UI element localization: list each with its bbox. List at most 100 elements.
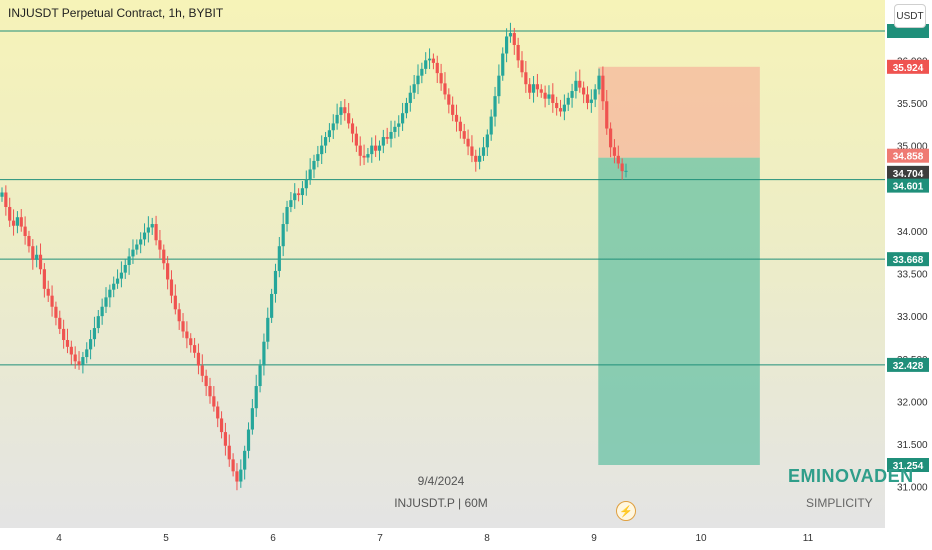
candle-body: [447, 94, 451, 105]
candle-body: [400, 113, 405, 124]
price-label-box: [887, 357, 929, 372]
candle-body: [281, 224, 285, 247]
candle-body: [312, 160, 316, 170]
candle-body: [46, 288, 50, 296]
candle-body: [285, 206, 289, 225]
currency-button[interactable]: USDT: [894, 4, 926, 28]
stop-loss-zone: [598, 66, 760, 158]
candle-body: [620, 163, 624, 172]
y-tick-label: 32.000: [897, 397, 928, 408]
candle-body: [454, 114, 459, 122]
candle-body: [65, 340, 70, 347]
candle-body: [289, 200, 293, 207]
candle-body: [27, 235, 31, 247]
candle-body: [539, 89, 543, 93]
candle-body: [69, 346, 73, 355]
candle-body: [420, 68, 424, 76]
candle-body: [516, 44, 520, 61]
candle-body: [181, 321, 185, 332]
candle-body: [508, 33, 513, 37]
candle-body: [512, 33, 516, 45]
candle-body: [231, 459, 235, 472]
candle-body: [208, 386, 212, 397]
candle-body: [393, 126, 397, 132]
lightning-icon[interactable]: ⚡: [616, 501, 636, 521]
candle-body: [489, 116, 493, 135]
candle-body: [216, 406, 220, 419]
candle-body: [112, 283, 116, 290]
x-tick-label: 6: [270, 533, 276, 544]
candle-body: [235, 471, 239, 482]
candle-body: [608, 128, 613, 148]
candle-body: [377, 145, 382, 151]
price-label-text: 33.668: [893, 255, 924, 266]
candle-body: [177, 309, 181, 322]
candle-body: [435, 62, 439, 74]
time-axis-background: [0, 528, 932, 550]
y-tick-label: 33.000: [897, 312, 928, 323]
candle-body: [474, 155, 478, 162]
candle-body: [11, 220, 16, 226]
price-label-box: [887, 458, 929, 472]
candle-body: [335, 114, 339, 124]
price-label-text: 31.254: [893, 461, 924, 472]
candle-body: [219, 418, 224, 433]
y-tick-label: 34.000: [897, 227, 928, 238]
candle-body: [493, 96, 497, 117]
candle-body: [81, 357, 85, 365]
candle-body: [139, 239, 143, 245]
candle-body: [478, 155, 482, 162]
candle-body: [531, 84, 536, 93]
candle-body: [466, 138, 470, 147]
candle-body: [142, 232, 147, 240]
price-label-box: [887, 148, 929, 163]
candle-body: [597, 75, 601, 90]
candle-body: [578, 80, 582, 88]
candle-body: [135, 244, 139, 250]
candle-body: [304, 179, 308, 189]
candle-body: [189, 338, 193, 346]
candle-body: [92, 328, 97, 340]
candle-body: [593, 89, 597, 100]
candle-body: [127, 256, 131, 265]
candle-body: [246, 429, 251, 451]
price-label-text: 34.601: [893, 182, 924, 193]
candle-body: [85, 349, 89, 358]
candle-body: [223, 432, 228, 446]
candle-body: [370, 145, 374, 155]
candle-body: [254, 386, 258, 409]
x-tick-label: 4: [56, 533, 62, 544]
x-tick-label: 11: [803, 533, 814, 544]
candle-body: [166, 263, 170, 280]
candle-body: [200, 365, 204, 376]
candle-body: [547, 94, 551, 99]
candle-body: [381, 137, 385, 146]
candle-body: [497, 75, 501, 97]
candle-body: [104, 297, 108, 307]
candle-body: [173, 295, 177, 310]
candle-body: [555, 102, 559, 109]
candle-body: [146, 227, 150, 233]
candle-body: [185, 331, 189, 339]
candle-body: [123, 264, 127, 273]
price-label-text: 35.924: [893, 63, 924, 74]
candle-body: [404, 102, 409, 114]
candle-body: [424, 60, 428, 69]
candle-body: [150, 224, 154, 228]
candle-body: [389, 131, 393, 139]
x-tick-label: 7: [377, 533, 383, 544]
candle-body: [38, 254, 43, 270]
candle-body: [551, 94, 555, 103]
candle-body: [119, 272, 124, 279]
candle-body: [323, 137, 328, 146]
candle-body: [358, 145, 362, 156]
candle-body: [308, 169, 312, 180]
candle-body: [0, 192, 4, 197]
candle-body: [131, 249, 135, 257]
candle-body: [524, 72, 528, 85]
candle-body: [62, 328, 66, 341]
candle-body: [408, 92, 412, 103]
candle-body: [154, 224, 158, 241]
price-label-text: 32.428: [893, 361, 924, 372]
